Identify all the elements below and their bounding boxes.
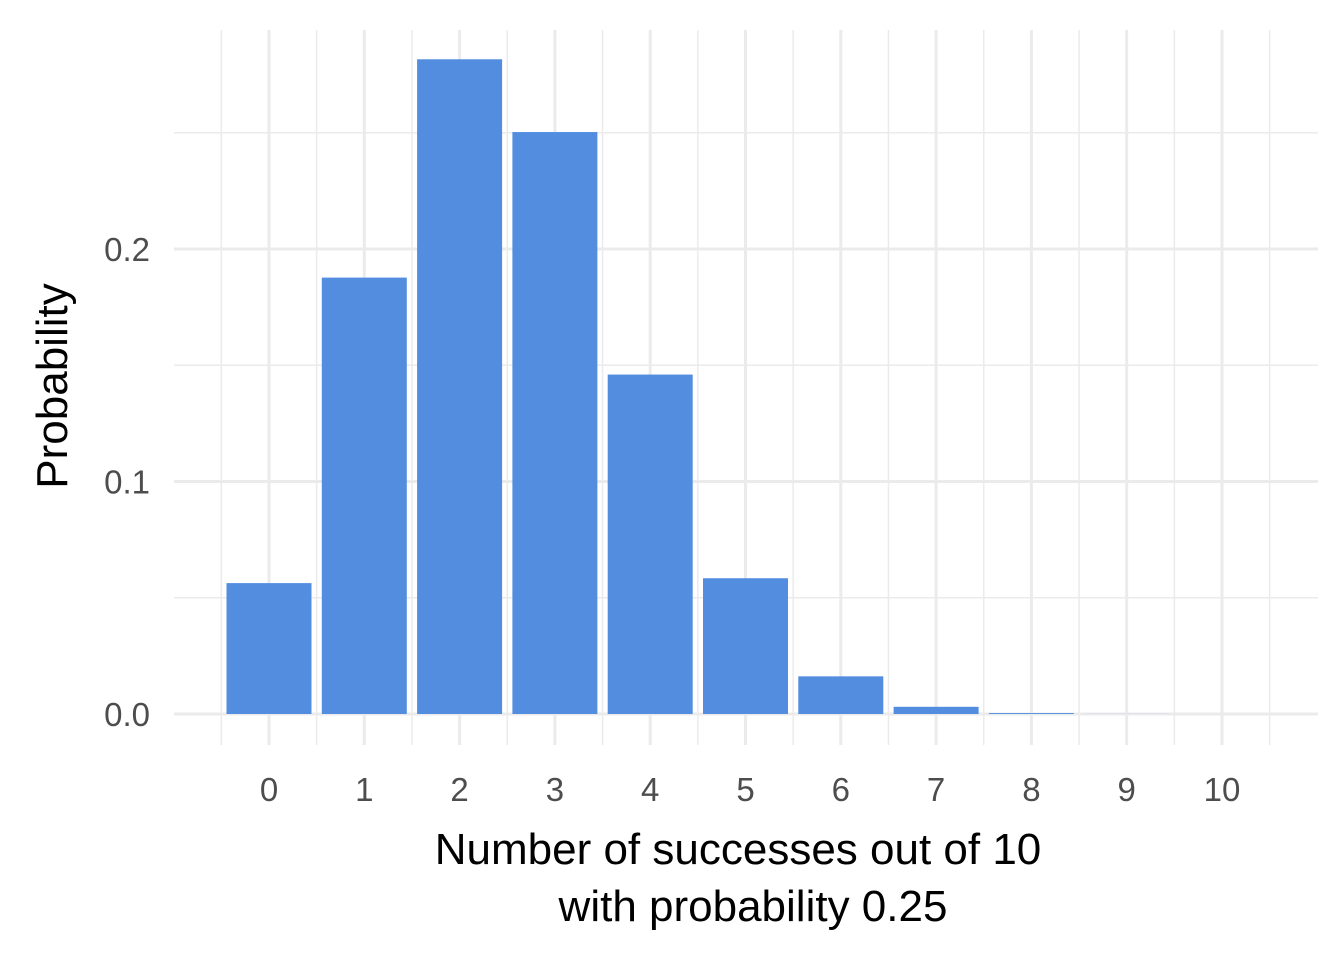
- bar-4: [607, 374, 693, 714]
- bar-3: [512, 132, 598, 715]
- x-tick-label: 2: [450, 771, 468, 808]
- x-tick-label: 5: [736, 771, 754, 808]
- y-tick-label: 0.0: [104, 696, 150, 733]
- x-tick-label: 7: [927, 771, 945, 808]
- bar-0: [226, 583, 312, 714]
- bar-8: [988, 713, 1074, 714]
- x-axis-title-line-2: with probability 0.25: [558, 882, 948, 931]
- y-tick-labels: 0.0 0.1 0.2: [104, 231, 150, 733]
- bar-7: [893, 706, 979, 714]
- x-tick-label: 8: [1022, 771, 1040, 808]
- bar-5: [703, 578, 788, 714]
- bar-2: [417, 59, 503, 714]
- x-tick-label: 10: [1204, 771, 1241, 808]
- x-tick-label: 1: [355, 771, 373, 808]
- x-tick-label: 0: [260, 771, 278, 808]
- x-tick-label: 3: [546, 771, 564, 808]
- bar-6: [798, 676, 884, 714]
- bar-1: [321, 277, 407, 714]
- x-tick-labels: 0 1 2 3 4 5 6 7 8 9 10: [260, 771, 1241, 808]
- x-tick-label: 4: [641, 771, 659, 808]
- x-tick-label: 9: [1118, 771, 1136, 808]
- y-tick-label: 0.2: [104, 231, 150, 268]
- x-axis-title-line-1: Number of successes out of 10: [435, 825, 1042, 874]
- y-axis-title: Probability: [28, 283, 77, 488]
- bars: [226, 59, 1265, 715]
- y-tick-label: 0.1: [104, 464, 150, 501]
- x-tick-label: 6: [832, 771, 850, 808]
